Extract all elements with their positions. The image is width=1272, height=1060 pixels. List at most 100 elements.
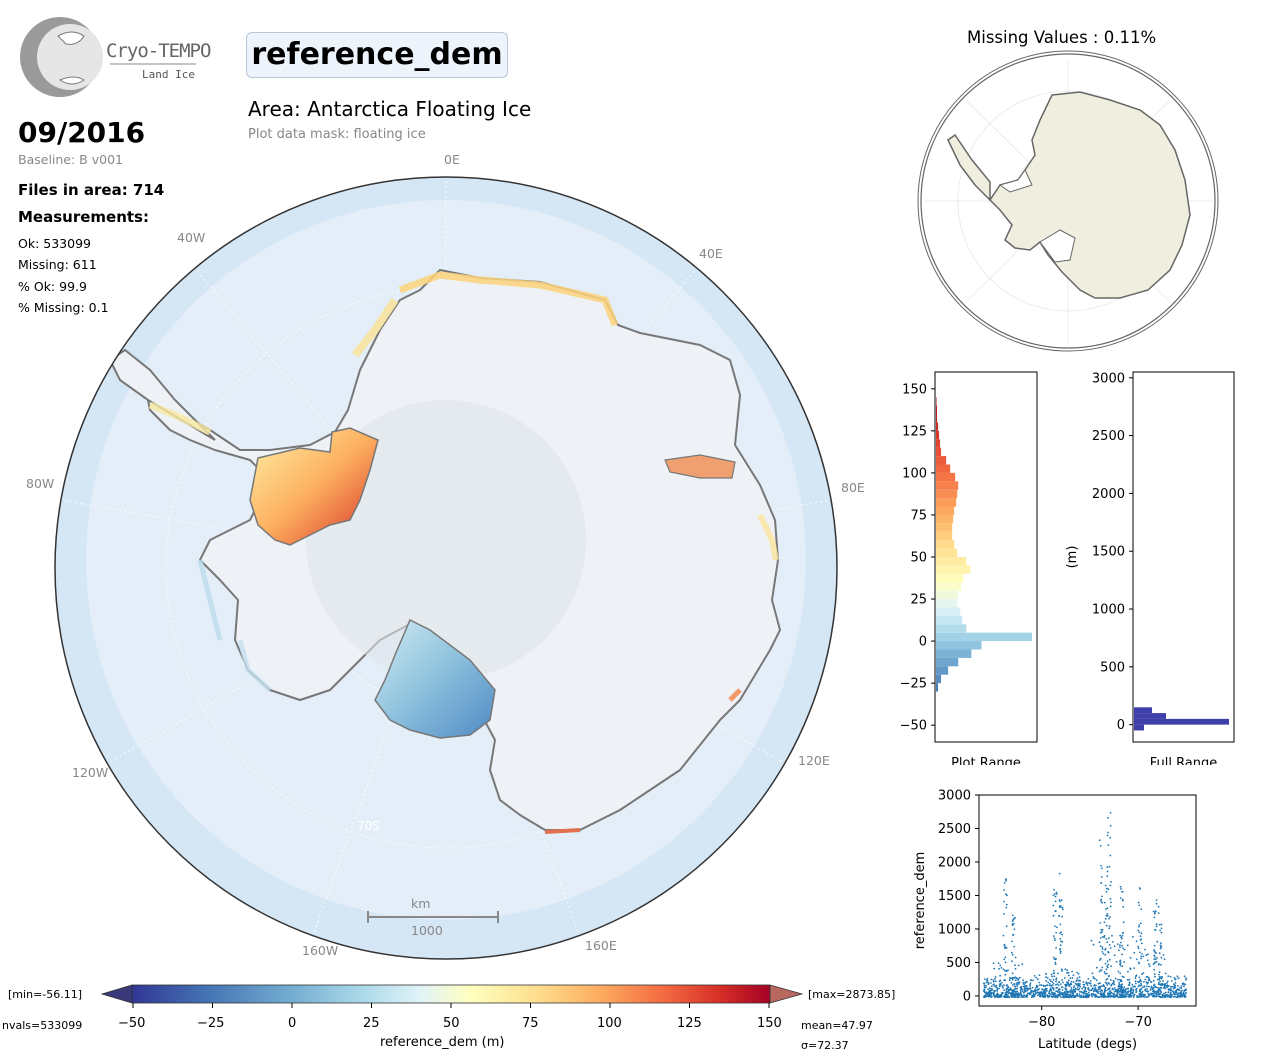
scatter-point (1036, 994, 1039, 997)
scatter-point (1054, 925, 1056, 928)
scatter-point (1155, 990, 1157, 993)
scatter-point (1018, 993, 1021, 995)
histogram-bar (936, 430, 940, 440)
scatter-point (1048, 983, 1051, 985)
scatter-point (1003, 947, 1006, 949)
scatter-point (1119, 941, 1122, 944)
scatter-point (1059, 948, 1061, 950)
scatter-point (1157, 981, 1160, 984)
scatter-point (1136, 996, 1139, 999)
scatter-point (1106, 834, 1109, 837)
scatter-point (1101, 966, 1104, 969)
scatter-point (1087, 987, 1090, 989)
scatter-point (1169, 986, 1172, 988)
scatter-point (1154, 911, 1156, 914)
scatter-point (1117, 949, 1120, 951)
scatter-point (996, 990, 998, 992)
scatter-point (1160, 956, 1163, 959)
scatter-point (1010, 988, 1013, 991)
scatter-point (1101, 901, 1103, 904)
scatter-point (1099, 990, 1101, 993)
scatter-point (1121, 953, 1123, 956)
scatter-point (1044, 992, 1047, 995)
scatter-point (1035, 986, 1037, 989)
scatter-point (1010, 996, 1013, 998)
scatter-point (1011, 920, 1014, 923)
scatter-point (1019, 989, 1022, 992)
scatter-point (1022, 991, 1025, 994)
scatter-point (1139, 978, 1142, 981)
histogram-bar (936, 447, 942, 457)
scatter-point (1124, 993, 1127, 996)
scatter-point (1011, 978, 1014, 981)
scatter-point (1004, 961, 1007, 964)
scatter-point (1039, 994, 1042, 996)
scatter-point (990, 978, 993, 981)
scatter-point (1153, 944, 1156, 947)
scatter-point (1127, 995, 1130, 998)
scatter-point (1054, 963, 1057, 966)
scatter-point (1166, 982, 1168, 984)
scatter-point (1099, 937, 1102, 939)
scatter-point (1092, 943, 1095, 946)
scatter-point (1142, 972, 1145, 974)
scatter-point (1171, 985, 1174, 988)
lon-label-80w: 80W (26, 476, 55, 491)
scatter-point (1009, 993, 1012, 996)
scatter-point (1153, 962, 1156, 964)
scatter-point (1122, 988, 1124, 991)
scatter-point (1003, 900, 1005, 903)
scatter-point (987, 995, 990, 998)
colorbar-tick-label: 150 (757, 1016, 782, 1031)
scatter-point (1177, 985, 1179, 987)
scatter-point (1044, 996, 1046, 999)
scatter-point (1159, 944, 1162, 947)
scatter-point (1089, 982, 1092, 985)
scatter-point (1038, 974, 1041, 976)
scatter-point (1022, 995, 1025, 998)
scatter-point (1062, 981, 1064, 984)
scatter-point (1139, 935, 1142, 937)
scatter-point (1022, 985, 1025, 988)
scatter-point (1068, 996, 1071, 999)
scatter-point (1162, 980, 1164, 982)
scatter-point (1045, 988, 1048, 991)
scatter-point (1011, 972, 1014, 975)
scatter-point (1157, 987, 1159, 989)
colorbar-tick-label: 50 (443, 1016, 460, 1031)
scatter-point (1084, 996, 1087, 999)
scatter-point (1003, 996, 1006, 999)
scatter-point (1154, 975, 1156, 978)
scatter-point (1153, 983, 1156, 986)
colorbar-tick-label: −50 (118, 1016, 146, 1031)
scatter-point (1035, 992, 1038, 995)
scatter-point (1132, 989, 1135, 992)
scatter-point (1022, 981, 1025, 984)
scatter-point (1051, 993, 1054, 996)
y-tick-label: 0 (1117, 718, 1125, 733)
scatter-point (1100, 969, 1103, 972)
histogram-bar (936, 599, 958, 608)
scatter-point (1005, 893, 1007, 896)
scatter-point (983, 984, 986, 987)
scatter-point (1060, 899, 1063, 902)
scatter-point (1025, 987, 1028, 990)
histogram-bar (936, 666, 949, 675)
scatter-point (1056, 994, 1058, 996)
scatter-point (1155, 952, 1157, 954)
scatter-point (1062, 908, 1064, 911)
scatter-point (1131, 991, 1134, 994)
histogram-bar (936, 456, 947, 465)
scatter-point (1100, 882, 1103, 884)
logo-subtitle: Land Ice (142, 68, 195, 81)
scatter-point (1126, 979, 1129, 981)
scatter-point (1148, 977, 1150, 979)
scatter-point (1059, 900, 1061, 903)
scatter-point (1121, 890, 1123, 893)
scatter-point (1128, 978, 1131, 981)
scatter-point (1104, 953, 1107, 956)
polar-map (54, 176, 838, 960)
scatter-point (1085, 990, 1088, 993)
scatter-point (1071, 970, 1073, 973)
scatter-point (1055, 978, 1058, 981)
